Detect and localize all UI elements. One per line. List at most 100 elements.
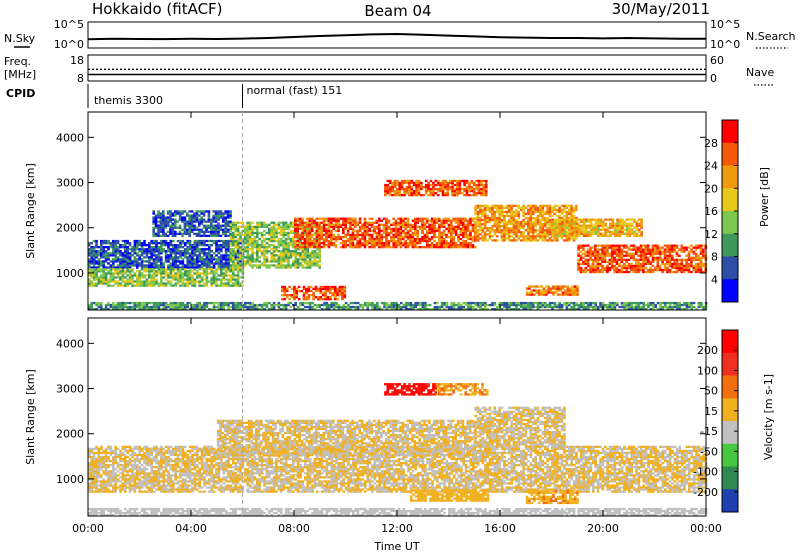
heatmap-cell-10-4787 — [568, 230, 571, 233]
heatmap-cell-6-3379 — [481, 218, 485, 222]
heatmap-cell-1-999 — [176, 276, 180, 279]
heatmap-cell-4-2339 — [327, 231, 331, 235]
heatmap-cell-3-1988 — [294, 254, 297, 257]
heatmap-cell-3-1938 — [287, 250, 290, 253]
heatmap-cell-10-4755 — [558, 232, 562, 235]
heatmap-cell-2-1395 — [202, 234, 206, 237]
heatmap-cell-4-2723 — [406, 219, 410, 222]
heatmap-cell-2-1315 — [181, 212, 184, 215]
heatmap-cell-10-4940 — [616, 222, 619, 225]
heatmap-cell-5-3096 — [398, 192, 402, 195]
heatmap-cell-3-1982 — [294, 266, 297, 269]
heatmap-cell-6-3416 — [488, 231, 492, 234]
heatmap-cell-10-4826 — [580, 228, 583, 231]
heatmap-cell-0-44 — [95, 239, 98, 243]
heatmap-cell-7-4445 — [690, 256, 693, 259]
heatmap-cell-1-1142 — [227, 284, 230, 287]
heatmap-cell-9-4707 — [564, 285, 567, 288]
heatmap-cell-1-741 — [90, 282, 93, 285]
heatmap-cell-9-4683 — [549, 287, 553, 290]
heatmap-cell-0-271 — [145, 248, 149, 251]
heatmap-cell-4-2709 — [404, 223, 407, 226]
heatmap-cell-1-1001 — [176, 272, 180, 275]
heatmap-cell-7-4381 — [673, 244, 676, 247]
heatmap-cell-7-4306 — [656, 244, 660, 247]
heatmap-cell-4-2355 — [330, 225, 333, 228]
heatmap-cell-0-491 — [193, 262, 197, 265]
heatmap-cell-0-503 — [196, 264, 199, 267]
heatmap-cell-6-3775 — [548, 225, 552, 228]
heatmap-cell-3-1924 — [284, 233, 288, 237]
heatmap-cell-0-313 — [155, 258, 158, 261]
heatmap-cell-0-636 — [224, 264, 228, 267]
heatmap-cell-7-4453 — [692, 256, 696, 259]
heatmap-cell-5-3138 — [412, 183, 416, 187]
heatmap-cell-4-2889 — [442, 242, 446, 245]
heatmap-cell-4-2929 — [450, 229, 453, 233]
heatmap-cell-7-4471 — [697, 266, 700, 270]
heatmap-cell-7-4451 — [692, 264, 696, 268]
heatmap-cell-6-3919 — [572, 214, 576, 218]
heatmap-cell-1-735 — [88, 278, 91, 281]
heatmap-cell-7-4289 — [654, 256, 657, 259]
heatmap-cell-10-4944 — [618, 232, 622, 235]
heatmap-cell-1-1172 — [236, 280, 240, 283]
heatmap-cell-8-4626 — [338, 294, 342, 297]
heatmap-cell-6-3415 — [488, 233, 492, 236]
heatmap-cell-4-2822 — [428, 227, 431, 230]
heatmap-cell-0-410 — [176, 266, 180, 269]
heatmap-cell-6-3761 — [546, 220, 549, 224]
heatmap-cell-8-4557 — [305, 289, 308, 293]
heatmap-cell-1-840 — [121, 270, 125, 273]
heatmap-cell-4-2947 — [454, 246, 458, 249]
heatmap-cell-4-2365 — [332, 227, 335, 230]
heatmap-cell-4-2549 — [373, 246, 376, 249]
heatmap-cell-1-955 — [160, 268, 163, 271]
heatmap-cell-3-1796 — [268, 231, 271, 235]
heatmap-cell-6-3706 — [536, 206, 540, 209]
heatmap-cell-4-2993 — [462, 221, 465, 224]
heatmap-cell-0-642 — [224, 252, 228, 255]
heatmap-cell-4-2507 — [363, 233, 367, 237]
heatmap-cell-4-2715 — [406, 237, 410, 241]
heatmap-cell-4-2420 — [344, 219, 347, 222]
heatmap-cell-2-1309 — [181, 234, 184, 237]
heatmap-cell-7-4157 — [625, 266, 628, 270]
heatmap-cell-2-1429 — [210, 220, 213, 223]
heatmap-cell-0-275 — [148, 262, 151, 265]
heatmap-cell-10-4827 — [580, 226, 583, 229]
heatmap-cell-0-151 — [119, 244, 122, 247]
heatmap-cell-3-1862 — [277, 242, 281, 245]
heatmap-cell-4-2789 — [421, 223, 424, 226]
heatmap-cell-1-872 — [133, 280, 137, 283]
heatmap-cell-0-347 — [162, 264, 165, 267]
heatmap-cell-4-2212 — [301, 231, 304, 235]
heatmap-cell-6-3856 — [563, 223, 566, 226]
heatmap-cell-5-3104 — [400, 185, 404, 189]
heatmap-cell-2-1363 — [193, 216, 196, 219]
heatmap-cell-4-2784 — [421, 235, 424, 239]
heatmap-cell-4-2871 — [438, 225, 441, 228]
heatmap-cell-6-3453 — [495, 235, 499, 238]
heatmap-cell-4-2986 — [462, 235, 465, 239]
heatmap-cell-10-4757 — [558, 228, 562, 231]
heatmap-cell-3-1900 — [282, 242, 285, 245]
heatmap-cell-4-2837 — [430, 219, 434, 222]
heatmap-cell-0-197 — [128, 252, 132, 255]
heatmap-cell-4-2838 — [430, 217, 434, 220]
heatmap-cell-3-1738 — [258, 223, 261, 226]
heatmap-cell-10-4868 — [592, 224, 595, 227]
heatmap-cell-3-1591 — [239, 248, 242, 251]
heatmap-cell-1-891 — [140, 282, 144, 285]
heatmap-cell-1-1045 — [191, 280, 194, 283]
heatmap-cell-4-2498 — [361, 227, 364, 230]
heatmap-cell-5-3229 — [451, 194, 454, 197]
heatmap-cell-3-1914 — [284, 256, 288, 259]
heatmap-cell-2-1452 — [214, 212, 218, 215]
heatmap-cell-4-2799 — [423, 225, 427, 228]
heatmap-cell-0-718 — [239, 242, 242, 245]
heatmap-cell-0-508 — [196, 254, 199, 257]
heatmap-cell-4-2909 — [445, 217, 448, 220]
heatmap-cell-7-4172 — [627, 252, 631, 255]
heatmap-cell-5-3093 — [396, 181, 399, 185]
